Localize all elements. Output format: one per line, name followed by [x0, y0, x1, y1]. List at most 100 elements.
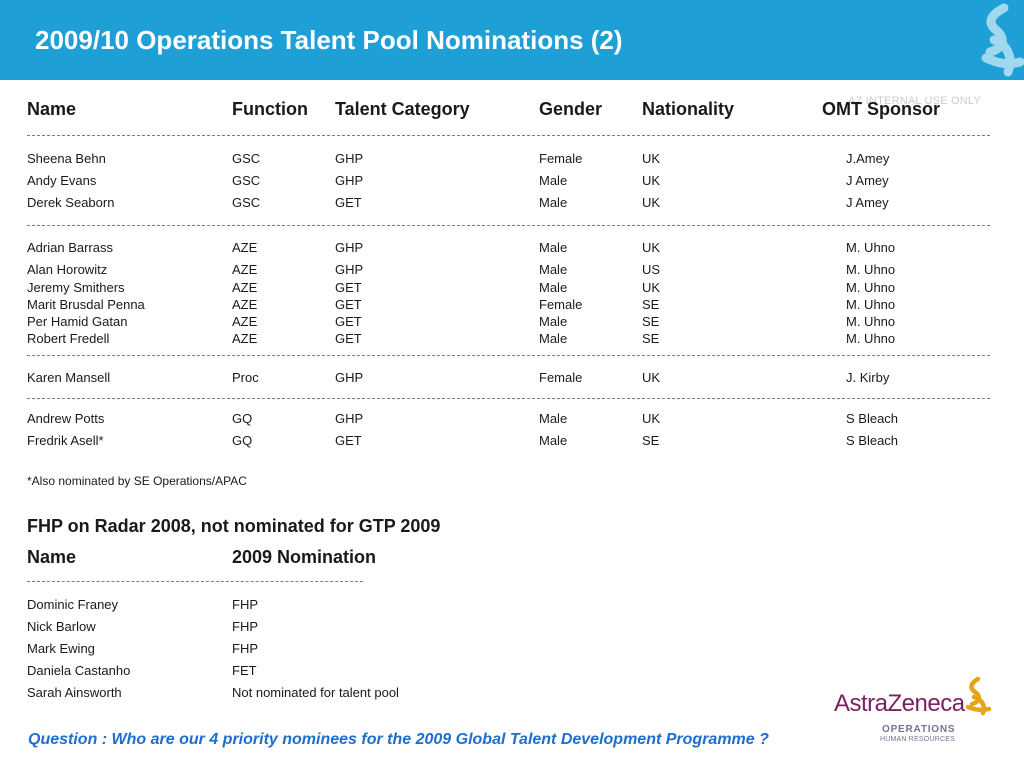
cell-talent-category: GET	[335, 297, 362, 312]
cell-name: Per Hamid Gatan	[27, 314, 128, 329]
col-header-talent-category: Talent Category	[335, 99, 470, 119]
cell-talent-category: GHP	[335, 370, 364, 385]
astrazeneca-swirl-icon	[965, 676, 992, 716]
cell-gender: Male	[539, 280, 568, 295]
cell-nationality: UK	[642, 280, 661, 295]
cell-nomination: FHP	[232, 619, 258, 634]
col-header-gender: Gender	[539, 99, 603, 119]
col-header-omt-sponsor: OMT Sponsor	[822, 99, 940, 119]
cell-function: GSC	[232, 151, 261, 166]
cell-talent-category: GHP	[335, 240, 364, 255]
cell-name: Robert Fredell	[27, 331, 110, 346]
cell-function: AZE	[232, 314, 258, 329]
cell-nationality: US	[642, 262, 661, 277]
cell-nationality: SE	[642, 433, 660, 448]
divider	[27, 581, 363, 582]
cell-function: AZE	[232, 262, 258, 277]
cell-name: Andrew Potts	[27, 411, 105, 426]
cell-gender: Male	[539, 331, 568, 346]
cell-name: Andy Evans	[27, 173, 97, 188]
cell-talent-category: GET	[335, 331, 362, 346]
brand-company-name: AstraZeneca	[834, 690, 965, 717]
divider	[27, 398, 990, 399]
cell-name: Jeremy Smithers	[27, 280, 125, 295]
radar-col-header-nomination: 2009 Nomination	[232, 547, 377, 567]
footnote: *Also nominated by SE Operations/APAC	[27, 474, 247, 488]
cell-function: Proc	[232, 370, 259, 385]
cell-function: GSC	[232, 195, 261, 210]
cell-nationality: UK	[642, 151, 661, 166]
cell-talent-category: GHP	[335, 151, 364, 166]
cell-function: AZE	[232, 240, 258, 255]
cell-gender: Female	[539, 370, 583, 385]
cell-sponsor: M. Uhno	[846, 297, 896, 312]
cell-talent-category: GHP	[335, 173, 364, 188]
cell-nationality: UK	[642, 173, 661, 188]
cell-sponsor: M. Uhno	[846, 331, 896, 346]
cell-function: AZE	[232, 280, 258, 295]
internal-use-watermark: AZ INTERNAL USE ONLY	[848, 95, 981, 107]
col-header-function: Function	[232, 99, 308, 119]
cell-gender: Male	[539, 411, 568, 426]
cell-nationality: SE	[642, 331, 660, 346]
cell-gender: Male	[539, 314, 568, 329]
cell-sponsor: J Amey	[846, 173, 889, 188]
cell-name: Alan Horowitz	[27, 262, 108, 277]
cell-nationality: UK	[642, 411, 661, 426]
cell-name: Adrian Barrass	[27, 240, 113, 255]
cell-gender: Male	[539, 433, 568, 448]
divider	[27, 225, 990, 226]
brand-division: OPERATIONS	[882, 724, 956, 735]
cell-nomination: Not nominated for talent pool	[232, 685, 399, 700]
cell-talent-category: GET	[335, 195, 362, 210]
cell-sponsor: J. Kirby	[846, 370, 890, 385]
astrazeneca-operations-logo: AstraZeneca OPERATIONS HUMAN RESOURCES	[834, 676, 994, 746]
cell-sponsor: J Amey	[846, 195, 889, 210]
cell-function: GSC	[232, 173, 261, 188]
cell-nomination: FHP	[232, 597, 258, 612]
title-banner: 2009/10 Operations Talent Pool Nominatio…	[0, 0, 1024, 80]
cell-name: Derek Seaborn	[27, 195, 115, 210]
cell-sponsor: M. Uhno	[846, 314, 896, 329]
radar-col-header-name: Name	[27, 547, 77, 567]
col-header-nationality: Nationality	[642, 99, 735, 119]
cell-talent-category: GHP	[335, 411, 364, 426]
cell-gender: Male	[539, 173, 568, 188]
cell-sponsor: S Bleach	[846, 411, 899, 426]
cell-name: Dominic Franey	[27, 597, 119, 612]
cell-gender: Male	[539, 240, 568, 255]
cell-name: Daniela Castanho	[27, 663, 131, 678]
cell-talent-category: GET	[335, 433, 362, 448]
cell-nomination: FHP	[232, 641, 258, 656]
page-title: 2009/10 Operations Talent Pool Nominatio…	[35, 25, 623, 55]
cell-gender: Female	[539, 297, 583, 312]
cell-sponsor: S Bleach	[846, 433, 899, 448]
cell-nationality: UK	[642, 370, 661, 385]
cell-name: Karen Mansell	[27, 370, 111, 385]
cell-nationality: UK	[642, 195, 661, 210]
cell-name: Nick Barlow	[27, 619, 96, 634]
cell-name: Sheena Behn	[27, 151, 106, 166]
cell-talent-category: GET	[335, 280, 362, 295]
cell-name: Fredrik Asell*	[27, 433, 104, 448]
cell-talent-category: GET	[335, 314, 362, 329]
cell-function: AZE	[232, 331, 258, 346]
cell-name: Mark Ewing	[27, 641, 95, 656]
cell-nationality: SE	[642, 297, 660, 312]
cell-name: Sarah Ainsworth	[27, 685, 122, 700]
cell-sponsor: M. Uhno	[846, 262, 896, 277]
cell-function: GQ	[232, 433, 253, 448]
cell-gender: Male	[539, 262, 568, 277]
cell-gender: Female	[539, 151, 583, 166]
cell-nomination: FET	[232, 663, 257, 678]
cell-name: Marit Brusdal Penna	[27, 297, 145, 312]
radar-section-title: FHP on Radar 2008, not nominated for GTP…	[27, 516, 441, 536]
cell-nationality: SE	[642, 314, 660, 329]
divider	[27, 355, 990, 356]
astrazeneca-swirl-icon	[981, 3, 1024, 77]
cell-nationality: UK	[642, 240, 661, 255]
cell-function: GQ	[232, 411, 253, 426]
cell-talent-category: GHP	[335, 262, 364, 277]
brand-department: HUMAN RESOURCES	[880, 736, 955, 743]
divider	[27, 135, 990, 136]
